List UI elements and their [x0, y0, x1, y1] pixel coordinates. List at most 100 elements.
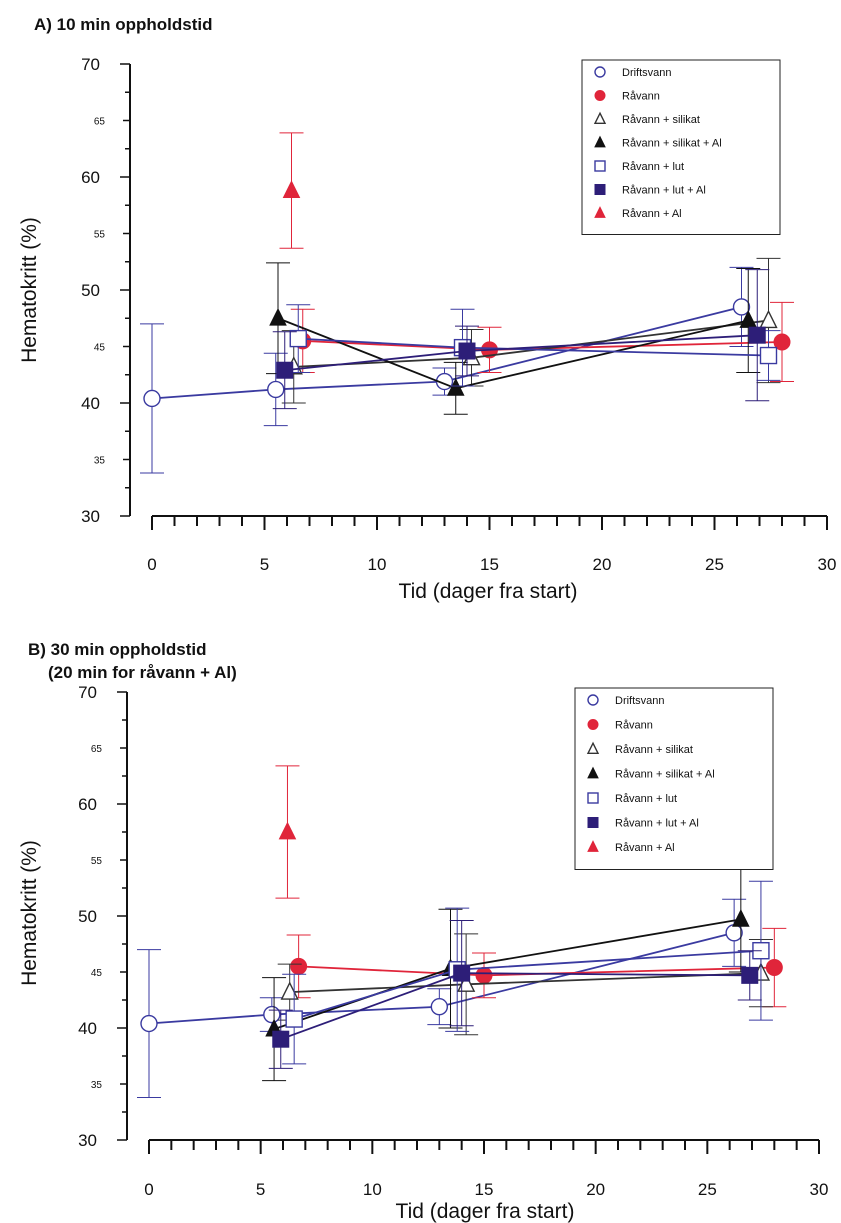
- y-tick-label: 55: [94, 230, 106, 241]
- legend-box: [574, 687, 774, 870]
- y-tick-label: 60: [78, 795, 97, 814]
- data-point: [282, 180, 301, 198]
- y-tick-label: 45: [94, 343, 106, 354]
- legend-label: Råvann + lut: [622, 161, 684, 173]
- legend-marker: [587, 840, 599, 852]
- series: [286, 927, 787, 1008]
- x-tick-label: 5: [260, 555, 269, 574]
- legend-label: Råvann + lut + Al: [615, 818, 699, 830]
- y-tick-label: 35: [94, 456, 106, 467]
- x-axis-title: Tid (dager fra start): [399, 580, 578, 603]
- y-tick-label: 30: [81, 507, 100, 526]
- legend: Driftsvann Råvann Råvann + silikat Råvann +…: [574, 687, 774, 870]
- chart-panel-b: B) 30 min oppholdstid (20 min for råvann…: [18, 640, 828, 1223]
- legend-label: Råvann + silikat + Al: [615, 769, 715, 781]
- y-tick-label: 55: [91, 856, 103, 867]
- legend-label: Driftsvann: [622, 67, 672, 79]
- data-point: [276, 361, 294, 379]
- data-point: [748, 326, 766, 344]
- plot-area: 30 35 40 45 50 55 60 65 70 0 5 10 15 20 25 30 Driftsvann…: [78, 683, 828, 1199]
- data-point: [285, 1010, 303, 1028]
- data-point: [765, 959, 783, 977]
- legend-marker: [587, 817, 599, 828]
- data-point: [430, 998, 449, 1016]
- x-tick-label: 15: [480, 555, 499, 574]
- legend-marker: [594, 160, 606, 172]
- x-tick-label: 0: [144, 1180, 153, 1199]
- data-point: [272, 1030, 290, 1048]
- legend-marker: [587, 792, 599, 804]
- x-tick-label: 15: [475, 1180, 494, 1199]
- y-tick-label: 65: [94, 117, 106, 128]
- legend-label: Råvann + silikat: [622, 114, 700, 126]
- series: [272, 269, 770, 410]
- x-axis-title: Tid (dager fra start): [396, 1200, 575, 1223]
- y-tick-label: 65: [91, 744, 103, 755]
- data-point: [741, 966, 759, 984]
- data-point: [289, 329, 307, 348]
- legend-marker: [587, 694, 599, 706]
- legend-marker: [594, 90, 606, 101]
- y-tick-label: 60: [81, 168, 100, 187]
- series: [140, 266, 754, 474]
- y-tick-label: 70: [81, 55, 100, 74]
- legend-marker: [587, 719, 599, 730]
- y-tick-label: 50: [81, 281, 100, 300]
- x-tick-label: 25: [705, 555, 724, 574]
- data-point: [263, 1005, 281, 1024]
- series: [275, 765, 300, 899]
- legend-marker: [586, 741, 600, 755]
- series: [282, 880, 773, 1065]
- y-axis-title: Hematokritt (%): [18, 840, 41, 986]
- y-tick-label: 45: [91, 968, 103, 979]
- chart-subtitle: (20 min for råvann + Al): [48, 663, 237, 682]
- y-tick-label: 30: [78, 1131, 97, 1150]
- y-axis-title: Hematokritt (%): [18, 217, 41, 363]
- series: [279, 132, 304, 249]
- legend-marker: [594, 66, 606, 78]
- y-tick-label: 70: [78, 683, 97, 702]
- data-point: [458, 342, 476, 360]
- y-tick-label: 50: [78, 907, 97, 926]
- x-tick-label: 30: [810, 1180, 829, 1199]
- y-tick-label: 35: [91, 1080, 103, 1091]
- legend-label: Råvann + Al: [615, 842, 675, 854]
- data-point: [732, 298, 751, 316]
- x-tick-label: 10: [363, 1180, 382, 1199]
- data-point: [759, 346, 778, 365]
- legend-label: Råvann + silikat + Al: [622, 138, 722, 150]
- series: [268, 919, 762, 1069]
- chart-title: B) 30 min oppholdstid: [28, 640, 207, 659]
- data-point: [725, 924, 743, 942]
- x-tick-label: 0: [147, 555, 156, 574]
- series-line: [289, 972, 761, 994]
- legend-marker: [594, 135, 606, 148]
- legend-label: Råvann + Al: [622, 208, 682, 220]
- legend-label: Råvann + silikat: [615, 744, 693, 756]
- chart-panel-a: A) 10 min oppholdstid Hematokritt (%) Ti…: [18, 15, 836, 603]
- x-tick-label: 30: [818, 555, 837, 574]
- legend-label: Råvann + lut + Al: [622, 185, 706, 197]
- x-tick-label: 5: [256, 1180, 265, 1199]
- data-point: [267, 380, 285, 399]
- legend-marker: [593, 111, 607, 125]
- series: [137, 898, 747, 1098]
- legend: Driftsvann Råvann Råvann + silikat Råvann +…: [581, 59, 781, 235]
- series: [286, 304, 781, 387]
- chart-title: A) 10 min oppholdstid: [34, 15, 213, 34]
- data-point: [269, 307, 287, 326]
- legend-marker: [594, 206, 606, 218]
- y-tick-label: 40: [78, 1019, 97, 1038]
- legend-label: Råvann + lut: [615, 793, 677, 805]
- data-point: [453, 964, 471, 982]
- legend-label: Driftsvann: [615, 695, 665, 707]
- data-point: [739, 310, 758, 328]
- x-tick-label: 20: [586, 1180, 605, 1199]
- data-point: [446, 377, 465, 396]
- data-point: [140, 1014, 158, 1033]
- y-tick-label: 40: [81, 394, 100, 413]
- x-tick-label: 20: [593, 555, 612, 574]
- data-point: [280, 981, 299, 1000]
- data-point: [773, 333, 791, 351]
